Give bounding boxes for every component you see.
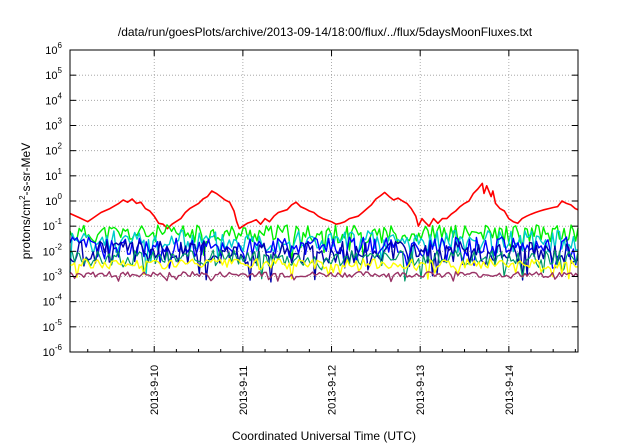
y-tick-base: 10	[43, 347, 55, 359]
y-tick-base: 10	[45, 45, 57, 57]
x-axis-label: Coordinated Universal Time (UTC)	[232, 429, 416, 443]
y-tick-base: 10	[43, 272, 55, 284]
y-tick-base: 10	[45, 95, 57, 107]
y-tick-base: 10	[43, 246, 55, 258]
series-line-8	[69, 271, 579, 283]
x-tick-label: 2013-9-11	[238, 366, 250, 415]
y-label-post: -s-sr-MeV	[19, 143, 33, 196]
y-tick-base: 10	[45, 171, 57, 183]
x-tick-label: 2013-9-12	[327, 365, 339, 415]
y-tick-exponent: 5	[58, 66, 63, 75]
y-tick-exponent: 1	[58, 167, 63, 176]
y-tick-base: 10	[45, 196, 57, 208]
y-tick-exponent: -1	[55, 217, 63, 226]
y-tick-base: 10	[43, 297, 55, 309]
y-tick-label: 10-6	[43, 343, 63, 359]
y-tick-label: 10-3	[43, 268, 63, 284]
y-tick-base: 10	[45, 121, 57, 133]
y-tick-label: 10-5	[43, 318, 63, 334]
y-tick-label: 103	[45, 117, 62, 133]
series-line-7	[69, 258, 579, 280]
y-tick-label: 106	[45, 41, 62, 57]
y-tick-exponent: -2	[55, 242, 63, 251]
y-tick-exponent: 2	[58, 142, 63, 151]
y-tick-base: 10	[45, 70, 57, 82]
y-tick-exponent: 6	[58, 41, 63, 50]
data-series	[69, 182, 579, 283]
series-line-4	[69, 236, 579, 269]
series-line-6	[69, 249, 579, 282]
y-tick-exponent: 3	[58, 117, 63, 126]
y-tick-label: 100	[45, 192, 62, 208]
y-tick-label: 102	[45, 142, 62, 158]
plot-frame	[69, 49, 579, 353]
y-label-pre: protons/cm	[19, 200, 33, 259]
y-tick-exponent: -3	[55, 268, 63, 277]
y-axis-label: protons/cm2-s-sr-MeV	[18, 143, 33, 259]
y-tick-base: 10	[45, 146, 57, 158]
x-tick-label: 2013-9-10	[149, 365, 161, 415]
y-tick-label: 10-4	[43, 293, 63, 309]
y-label-sup: 2	[18, 195, 27, 200]
y-tick-label: 10-2	[43, 242, 63, 258]
x-tick-label: 2013-9-14	[504, 365, 516, 415]
axis-ticks: 10610510410310210110010-110-210-310-410-…	[43, 41, 578, 415]
y-tick-exponent: 4	[58, 91, 63, 100]
y-tick-label: 105	[45, 66, 62, 82]
grid-lines	[70, 50, 578, 352]
y-tick-base: 10	[43, 221, 55, 233]
y-tick-label: 10-1	[43, 217, 63, 233]
y-tick-exponent: -5	[55, 318, 63, 327]
y-tick-label: 104	[45, 91, 62, 107]
y-tick-exponent: -4	[55, 293, 63, 302]
y-tick-exponent: 0	[58, 192, 63, 201]
y-tick-base: 10	[43, 322, 55, 334]
y-tick-label: 101	[45, 167, 62, 183]
series-line-1	[69, 182, 579, 230]
x-tick-label: 2013-9-13	[415, 365, 427, 415]
chart-title: /data/run/goesPlots/archive/2013-09-14/1…	[118, 25, 533, 39]
y-tick-exponent: -6	[55, 343, 63, 352]
